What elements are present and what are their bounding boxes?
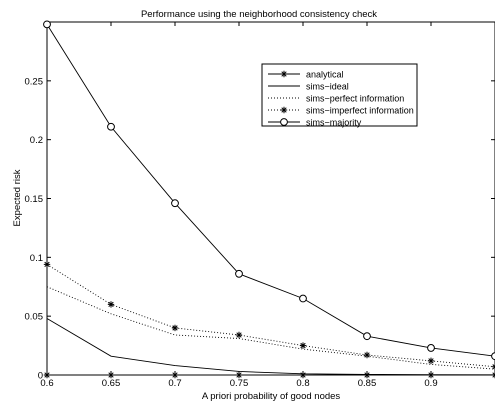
- legend-label: sims−majority: [306, 118, 362, 128]
- y-tick-label: 0.1: [30, 253, 43, 264]
- x-tick-label: 0.85: [358, 378, 377, 389]
- legend-label: analytical: [306, 70, 344, 80]
- data-point: [363, 351, 371, 359]
- series-line: [46, 24, 495, 357]
- legend-marker: [280, 70, 288, 78]
- legend-label: sims−perfect information: [306, 94, 404, 104]
- x-tick-label: 0.7: [168, 378, 181, 389]
- y-axis-label: Expected risk: [12, 169, 23, 226]
- data-point: [107, 122, 115, 131]
- y-axis-ticks: 0 0.05 0.1 0.15 0.2 0.25: [25, 76, 495, 382]
- y-tick-label: 0: [38, 371, 43, 382]
- data-point: [235, 331, 243, 339]
- data-point: [171, 371, 179, 379]
- legend-label: sims−ideal: [306, 82, 349, 92]
- data-point: [299, 342, 307, 349]
- data-point: [363, 371, 371, 379]
- data-point: [427, 344, 435, 352]
- data-point: [363, 332, 371, 341]
- series-line: [46, 318, 495, 376]
- data-point: [299, 371, 307, 379]
- x-tick-label: 0.6: [40, 378, 53, 389]
- data-point: [107, 301, 115, 308]
- data-point: [43, 371, 51, 379]
- x-tick-label: 0.9: [424, 378, 437, 389]
- y-tick-label: 0.2: [30, 135, 43, 146]
- data-point: [107, 371, 115, 379]
- x-tick-label: 0.65: [102, 378, 121, 389]
- data-point: [491, 352, 495, 361]
- legend-marker: [280, 106, 288, 114]
- data-point: [235, 269, 243, 278]
- series-line: [46, 286, 495, 370]
- series-line: [46, 264, 495, 368]
- legend-label: sims−imperfect information: [306, 106, 414, 116]
- data-point: [43, 261, 51, 268]
- data-point: [427, 357, 435, 365]
- x-tick-label: 0.75: [230, 378, 249, 389]
- y-tick-label: 0.15: [25, 194, 44, 205]
- series-layer: [43, 20, 495, 379]
- legend-marker: [280, 118, 288, 126]
- x-tick-label: 0.8: [296, 378, 309, 389]
- legend: analytical sims−ideal sims−perfect informa…: [261, 63, 418, 128]
- data-point: [171, 324, 179, 332]
- data-point: [299, 294, 307, 303]
- y-tick-label: 0.05: [25, 312, 44, 323]
- data-point: [43, 20, 51, 29]
- y-tick-label: 0.25: [25, 76, 44, 87]
- data-point: [491, 363, 495, 370]
- x-axis-label: A priori probability of good nodes: [202, 391, 341, 402]
- chart-title: Performance using the neighborhood consi…: [141, 9, 377, 20]
- data-point: [235, 371, 243, 379]
- data-point: [171, 199, 179, 208]
